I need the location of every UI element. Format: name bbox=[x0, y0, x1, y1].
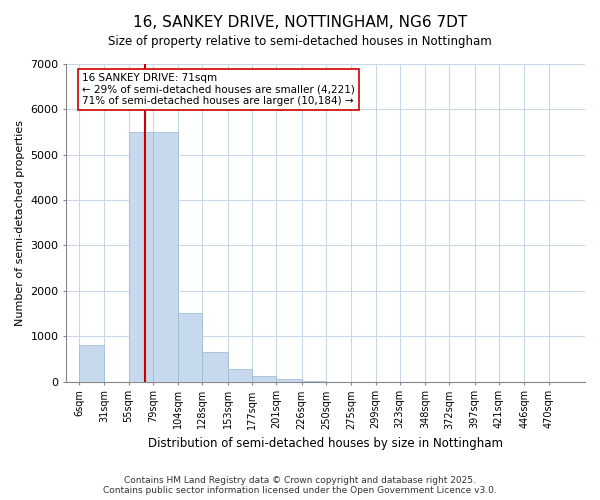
Text: Contains HM Land Registry data © Crown copyright and database right 2025.
Contai: Contains HM Land Registry data © Crown c… bbox=[103, 476, 497, 495]
Text: 16, SANKEY DRIVE, NOTTINGHAM, NG6 7DT: 16, SANKEY DRIVE, NOTTINGHAM, NG6 7DT bbox=[133, 15, 467, 30]
Bar bbox=[178, 314, 202, 382]
Text: 16 SANKEY DRIVE: 71sqm
← 29% of semi-detached houses are smaller (4,221)
71% of : 16 SANKEY DRIVE: 71sqm ← 29% of semi-det… bbox=[82, 73, 355, 106]
Bar bbox=[202, 352, 228, 382]
Text: Size of property relative to semi-detached houses in Nottingham: Size of property relative to semi-detach… bbox=[108, 35, 492, 48]
Bar bbox=[302, 380, 326, 382]
Bar bbox=[128, 132, 153, 382]
X-axis label: Distribution of semi-detached houses by size in Nottingham: Distribution of semi-detached houses by … bbox=[148, 437, 503, 450]
Bar bbox=[277, 380, 302, 382]
Bar bbox=[252, 376, 277, 382]
Bar bbox=[79, 345, 104, 382]
Bar bbox=[228, 370, 252, 382]
Y-axis label: Number of semi-detached properties: Number of semi-detached properties bbox=[15, 120, 25, 326]
Bar bbox=[153, 132, 178, 382]
